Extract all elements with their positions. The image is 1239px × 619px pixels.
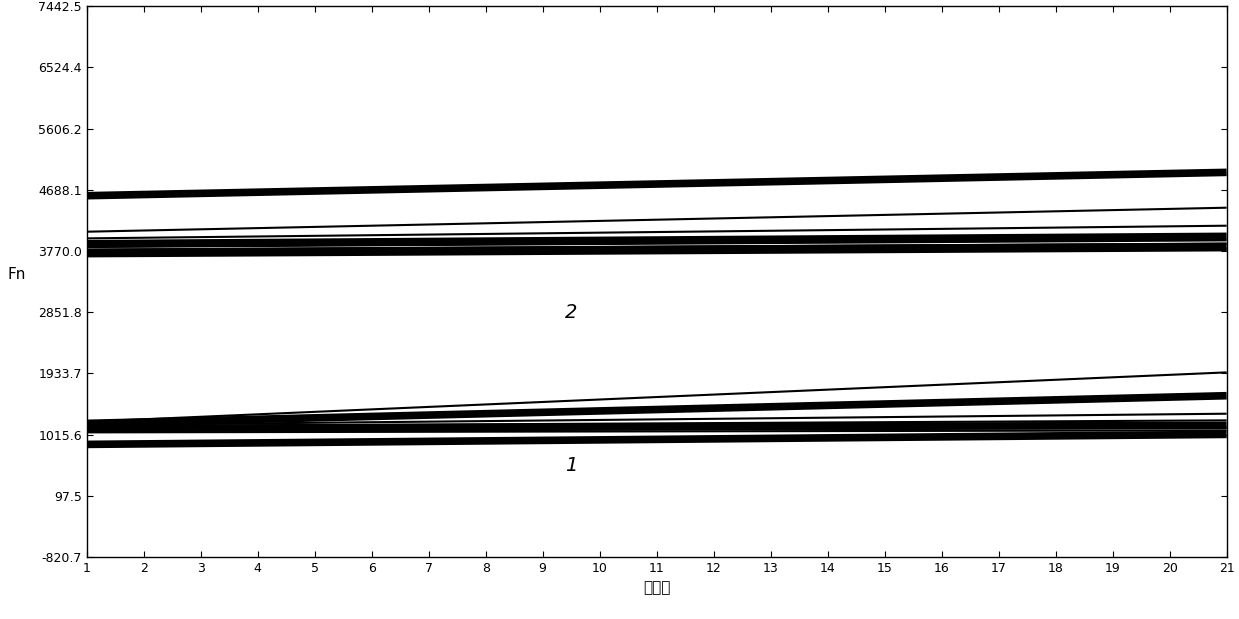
X-axis label: 循环数: 循环数 [643,581,670,595]
Y-axis label: Fn: Fn [7,267,26,282]
Text: 2: 2 [565,303,577,322]
Text: 1: 1 [565,456,577,475]
